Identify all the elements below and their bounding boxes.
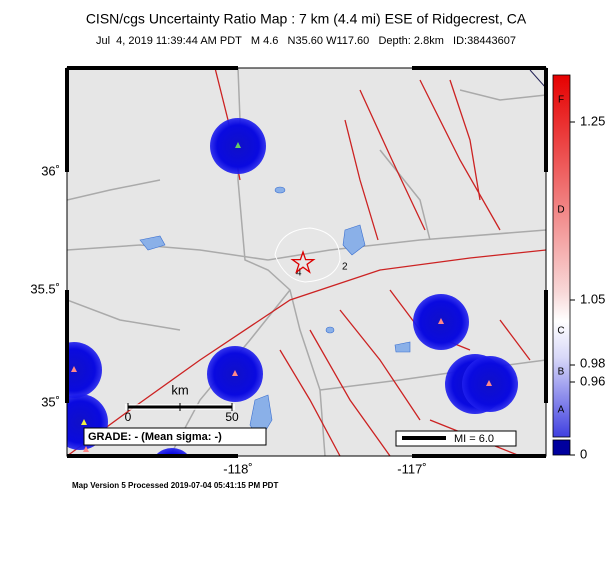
colorbar-tick: 0.96 <box>580 373 605 388</box>
lon-label: -118˚ <box>223 461 252 476</box>
station <box>235 142 241 148</box>
colorbar <box>552 74 575 456</box>
grade-letter: F <box>558 95 564 106</box>
station <box>486 380 492 386</box>
lon-label: -117˚ <box>397 461 426 476</box>
mi-label: MI = 6.0 <box>454 433 494 445</box>
contour-label: 2 <box>342 262 348 273</box>
station <box>83 446 89 452</box>
colorbar-tick: 1.05 <box>580 291 605 306</box>
station <box>71 366 77 372</box>
colorbar-tick: 0.98 <box>580 355 605 370</box>
contour-label: 4 <box>296 268 302 279</box>
station-zone <box>67 342 102 398</box>
mi-box <box>395 430 517 447</box>
colorbar-tick: 0 <box>580 446 587 461</box>
grade-box <box>83 427 267 446</box>
station <box>81 419 87 425</box>
title: CISN/cgs Uncertainty Ratio Map : 7 km (4… <box>86 11 527 27</box>
scale-end: 50 <box>225 410 239 424</box>
epicenter <box>290 249 316 274</box>
scale-unit: km <box>171 382 188 397</box>
grade-letter: C <box>557 326 564 337</box>
map: 2 4 <box>67 68 546 456</box>
lat-label: 35.5˚ <box>30 281 60 296</box>
footer: Map Version 5 Processed 2019-07-04 05:41… <box>72 481 278 490</box>
station <box>438 318 444 324</box>
grade-letter: B <box>558 367 565 378</box>
station <box>232 370 238 376</box>
lat-label: 35˚ <box>41 394 60 409</box>
coast <box>529 69 546 89</box>
subtitle: Jul 4, 2019 11:39:44 AM PDT M 4.6 N35.60… <box>96 35 516 47</box>
lat-label: 36˚ <box>41 163 60 178</box>
stations <box>71 142 492 452</box>
scale-bar: km 0 50 <box>125 382 239 424</box>
grade: GRADE: - (Mean sigma: -) <box>88 431 222 443</box>
grade-letter: D <box>557 205 564 216</box>
frame <box>65 66 548 458</box>
scale-start: 0 <box>125 410 132 424</box>
contour <box>274 227 341 283</box>
grade-letter: A <box>558 405 565 416</box>
colorbar-tick: 1.25 <box>580 113 605 128</box>
